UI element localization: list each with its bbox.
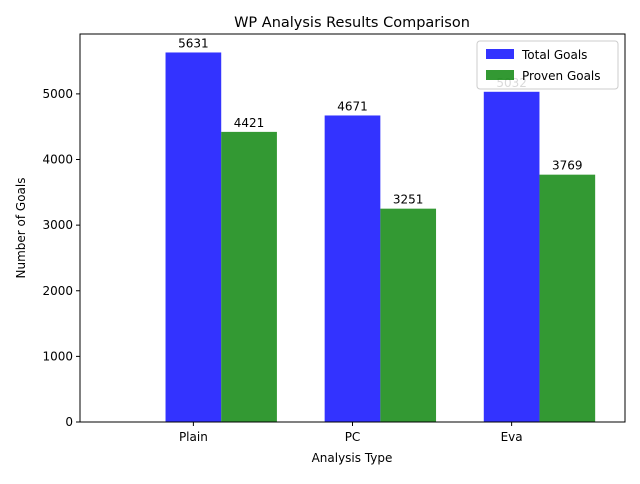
y-axis: 0 1000 2000 3000 4000 5000: [42, 87, 80, 429]
y-axis-label: Number of Goals: [14, 178, 28, 279]
chart-title: WP Analysis Results Comparison: [234, 15, 470, 31]
bar-proven-goals-plain: [221, 131, 277, 422]
legend: Total Goals Proven Goals: [476, 40, 619, 90]
bar-value-label: 5631: [178, 36, 209, 50]
bar-proven-goals-pc: [380, 208, 437, 422]
legend-swatch-proven-goals: [486, 70, 514, 80]
bar-total-goals-plain: [165, 52, 222, 422]
x-axis-label: Analysis Type: [312, 451, 393, 465]
bar-value-label: 4421: [234, 116, 265, 130]
x-tick-label-eva: Eva: [501, 430, 523, 444]
y-tick-label: 5000: [42, 87, 73, 101]
y-tick-label: 1000: [42, 349, 73, 363]
legend-label-total-goals: Total Goals: [521, 48, 587, 62]
y-tick-label: 0: [65, 415, 73, 429]
bar-proven-goals-eva: [539, 174, 596, 422]
legend-swatch-total-goals: [486, 49, 514, 59]
x-axis: Plain PC Eva: [179, 422, 523, 444]
bar-total-goals-pc: [324, 115, 381, 422]
bar-total-goals-eva: [483, 91, 540, 423]
x-tick-label-pc: PC: [345, 430, 361, 444]
bar-value-label: 3251: [393, 193, 424, 207]
y-tick-label: 4000: [42, 153, 73, 167]
y-tick-label: 3000: [42, 218, 73, 232]
bar-value-label: 4671: [337, 99, 368, 113]
legend-label-proven-goals: Proven Goals: [522, 69, 601, 83]
bars-layer: [165, 52, 596, 423]
bar-value-label: 3769: [552, 159, 583, 173]
x-tick-label-plain: Plain: [179, 430, 208, 444]
y-tick-label: 2000: [42, 284, 73, 298]
